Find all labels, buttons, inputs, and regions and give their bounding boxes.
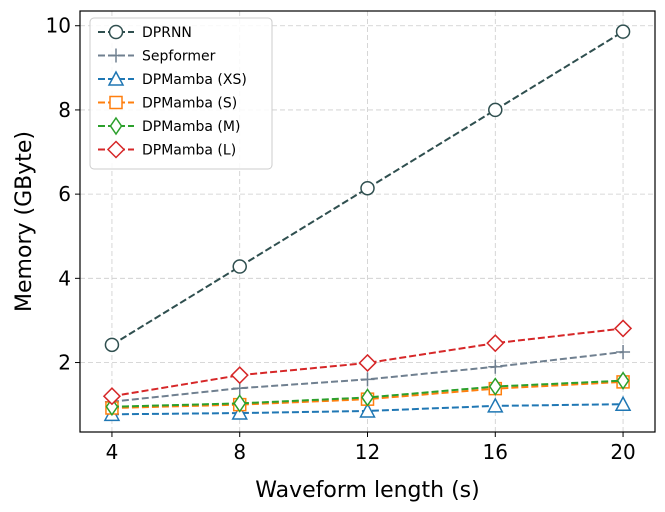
- legend-item-sepformer: Sepformer: [98, 48, 216, 65]
- data-point-dpmamba-l: [613, 319, 633, 338]
- data-point-dprnn: [615, 24, 631, 39]
- data-point-dpmamba-m: [616, 371, 630, 390]
- legend-label-dprnn: DPRNN: [142, 25, 192, 41]
- data-point-dpmamba-l: [230, 366, 249, 385]
- legend-marker-dprnn: [108, 24, 124, 40]
- data-point-dpmamba-xs: [487, 397, 504, 413]
- data-point-dpmamba-xs: [359, 402, 376, 418]
- legend-label-sepformer: Sepformer: [142, 49, 216, 65]
- legend-item-dprnn: DPRNN: [98, 24, 192, 41]
- x-tick-label: 12: [355, 440, 380, 464]
- y-tick-label: 4: [58, 266, 71, 290]
- data-point-dpmamba-l: [358, 353, 377, 373]
- legend: DPRNN Sepformer DPMamba (XS) DPMamba (S) DPM…: [89, 17, 273, 170]
- legend-marker-dpmamba-xs: [107, 70, 125, 86]
- series-line-dpmamba-l: [111, 327, 624, 398]
- data-point-dprnn: [488, 102, 503, 118]
- legend-label-dpmamba-m: DPMamba (M): [142, 119, 240, 135]
- x-tick-label: 8: [233, 440, 246, 464]
- series-layer: [102, 24, 633, 422]
- legend-box: [89, 17, 273, 170]
- y-tick-label: 2: [58, 351, 71, 375]
- legend-item-dpmamba-xs: DPMamba (XS): [98, 70, 247, 88]
- series-dpmamba-m: [105, 371, 630, 417]
- legend-label-dpmamba-s: DPMamba (S): [142, 96, 237, 112]
- legend-item-dpmamba-m: DPMamba (M): [98, 116, 240, 136]
- grid: [80, 11, 655, 432]
- data-point-dprnn: [360, 180, 375, 196]
- y-tick-label: 8: [58, 98, 71, 122]
- series-dpmamba-l: [102, 319, 633, 406]
- data-point-dpmamba-l: [486, 334, 505, 353]
- data-point-dpmamba-m: [233, 394, 247, 413]
- data-point-sepformer: [616, 345, 631, 360]
- legend-marker-dpmamba-m: [109, 116, 123, 136]
- data-point-dpmamba-m: [488, 377, 502, 396]
- legend-label-dpmamba-xs: DPMamba (XS): [142, 72, 247, 88]
- legend-item-dpmamba-s: DPMamba (S): [98, 96, 237, 112]
- x-tick-label: 16: [483, 440, 508, 464]
- x-tick-label: 4: [106, 440, 119, 464]
- legend-item-dpmamba-l: DPMamba (L): [98, 140, 236, 159]
- legend-label-dpmamba-l: DPMamba (L): [142, 143, 236, 159]
- x-axis-label: Waveform length (s): [255, 478, 479, 503]
- data-point-dpmamba-m: [361, 388, 374, 407]
- data-point-sepformer: [360, 372, 375, 387]
- data-point-dprnn: [232, 259, 247, 274]
- data-point-dprnn: [104, 337, 120, 353]
- data-point-dpmamba-xs: [614, 395, 632, 411]
- y-axis-label: Memory (GByte): [12, 131, 37, 312]
- legend-marker-dpmamba-l: [106, 140, 126, 159]
- data-point-sepformer: [488, 359, 503, 374]
- data-point-dpmamba-l: [102, 387, 122, 406]
- y-tick-label: 6: [58, 182, 71, 206]
- legend-marker-dpmamba-s: [109, 95, 123, 110]
- data-point-dpmamba-m: [105, 397, 119, 417]
- x-tick-label: 20: [610, 440, 635, 464]
- series-dprnn: [104, 24, 631, 353]
- legend-marker-sepformer: [109, 48, 123, 63]
- y-tick-label: 10: [46, 14, 71, 38]
